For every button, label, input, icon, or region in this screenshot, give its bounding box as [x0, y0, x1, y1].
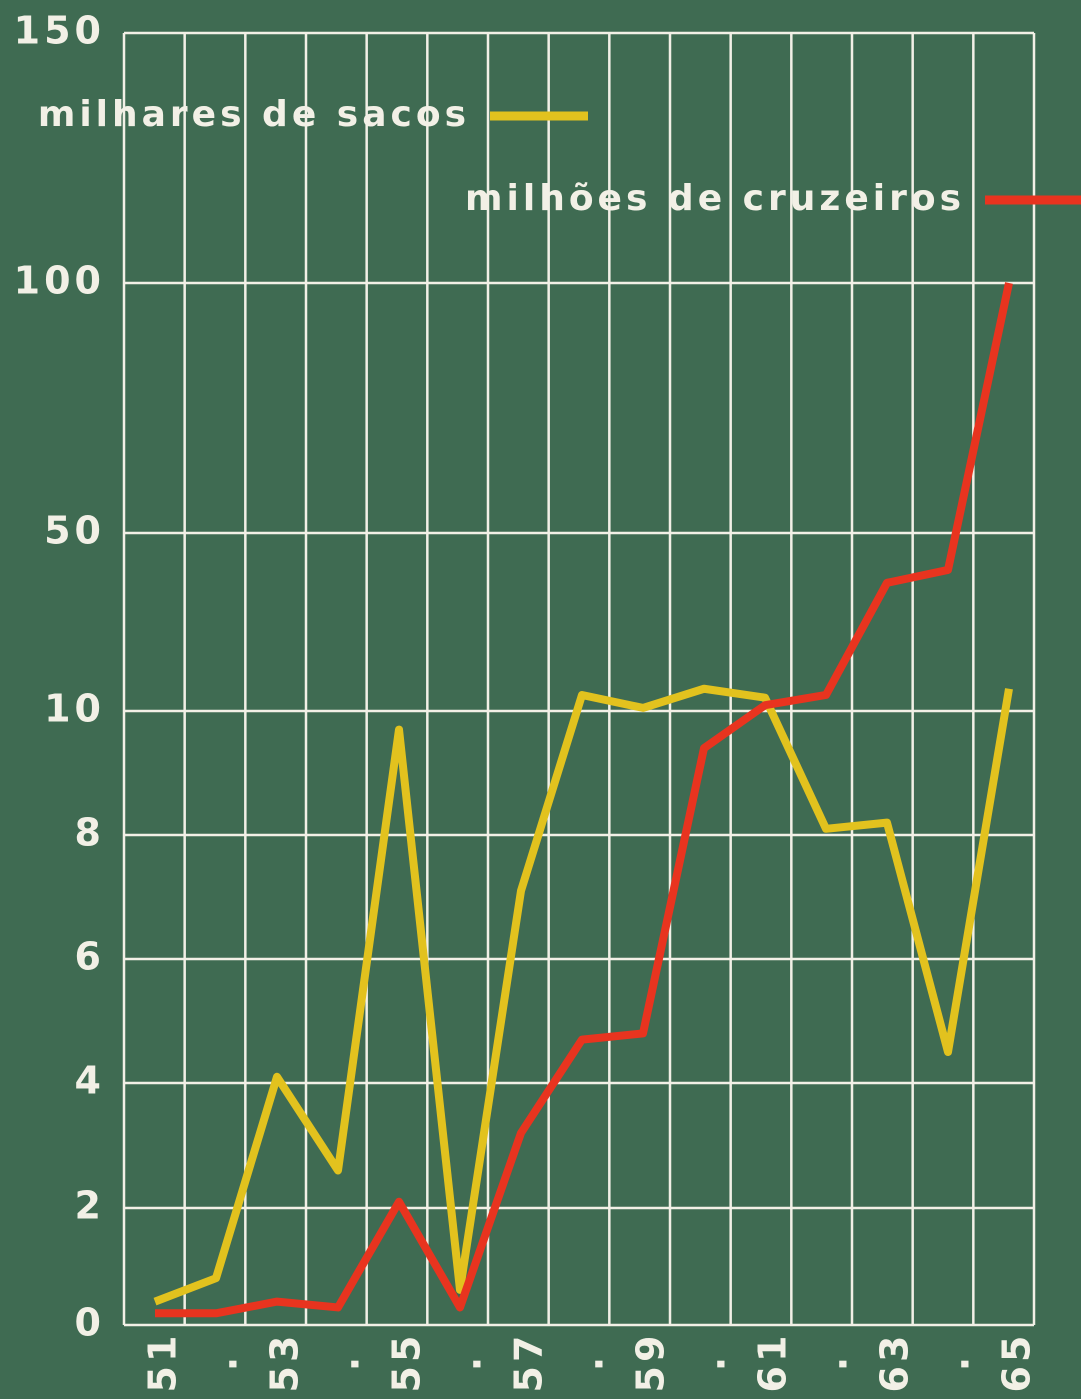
data-line	[155, 282, 1013, 1318]
x-tick-label: .	[812, 1353, 856, 1371]
x-tick-label: .	[934, 1353, 978, 1371]
y-tick-label: 10	[44, 687, 105, 731]
x-tick-label: .	[202, 1353, 246, 1371]
x-tick-label: .	[568, 1353, 612, 1371]
x-tick-label: 63	[873, 1332, 917, 1393]
data-line	[153, 684, 1013, 1306]
legend-label: milhões de cruzeiros	[465, 178, 965, 219]
x-tick-label: 53	[263, 1332, 307, 1393]
x-tick-label: 51	[141, 1332, 185, 1393]
y-tick-label: 150	[14, 9, 105, 53]
legend-label: milhares de sacos	[38, 94, 470, 135]
y-tick-label: 0	[75, 1301, 105, 1345]
x-tick-label: 59	[629, 1332, 673, 1393]
x-tick-label: .	[324, 1353, 368, 1371]
x-tick-label: 55	[385, 1332, 429, 1393]
y-tick-label: 50	[44, 509, 105, 553]
x-tick-label: .	[446, 1353, 490, 1371]
x-tick-label: .	[690, 1353, 734, 1371]
y-tick-label: 8	[75, 811, 105, 855]
y-tick-label: 4	[75, 1059, 105, 1103]
y-tick-label: 2	[75, 1184, 105, 1228]
y-tick-label: 100	[14, 259, 105, 303]
x-tick-label: 65	[995, 1332, 1039, 1393]
x-tick-label: 57	[507, 1332, 551, 1393]
y-tick-label: 6	[75, 935, 105, 979]
x-tick-label: 61	[751, 1332, 795, 1393]
